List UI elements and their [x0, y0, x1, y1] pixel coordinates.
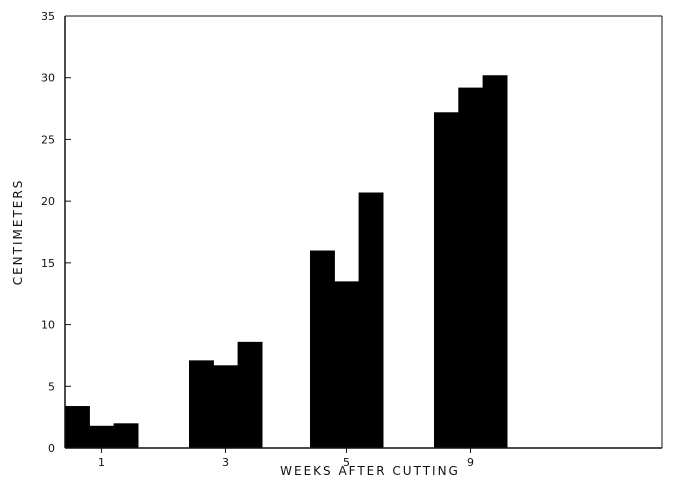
bar-week-9-1	[434, 112, 459, 448]
x-tick-label: 3	[222, 456, 229, 469]
bar-week-1-1	[65, 406, 90, 448]
y-tick-label: 30	[41, 72, 55, 85]
y-tick-label: 25	[41, 133, 55, 146]
y-tick-label: 35	[41, 10, 55, 23]
y-tick-label: 20	[41, 195, 55, 208]
y-tick-label: 15	[41, 257, 55, 270]
bar-week-1-2	[89, 425, 115, 448]
x-tick-label: 1	[98, 456, 105, 469]
bar-week-5-2	[334, 281, 360, 448]
bar-week-1-3	[113, 423, 139, 448]
plot-frame	[64, 15, 663, 449]
x-axis-title: WEEKS AFTER CUTTING	[280, 464, 460, 478]
bar-week-3-3	[237, 341, 263, 448]
y-tick-label: 5	[48, 380, 55, 393]
x-tick-label: 9	[467, 456, 474, 469]
x-tick-label: 5	[343, 456, 350, 469]
y-axis-title: CENTIMETERS	[11, 179, 25, 286]
bar-week-9-3	[482, 75, 508, 448]
bar-week-3-1	[189, 360, 214, 448]
y-tick-label: 0	[48, 442, 55, 455]
bar-week-3-2	[213, 365, 239, 448]
bar-week-5-3	[358, 192, 384, 448]
y-tick-label: 10	[41, 319, 55, 332]
bar-week-9-2	[458, 87, 484, 449]
x-axis-ticks: 1 3 5 9	[98, 448, 474, 469]
bar-week-5-1	[310, 250, 335, 448]
bars	[65, 75, 508, 449]
y-axis-ticks: 0 5 10 15 20 25 30 35	[41, 10, 71, 455]
